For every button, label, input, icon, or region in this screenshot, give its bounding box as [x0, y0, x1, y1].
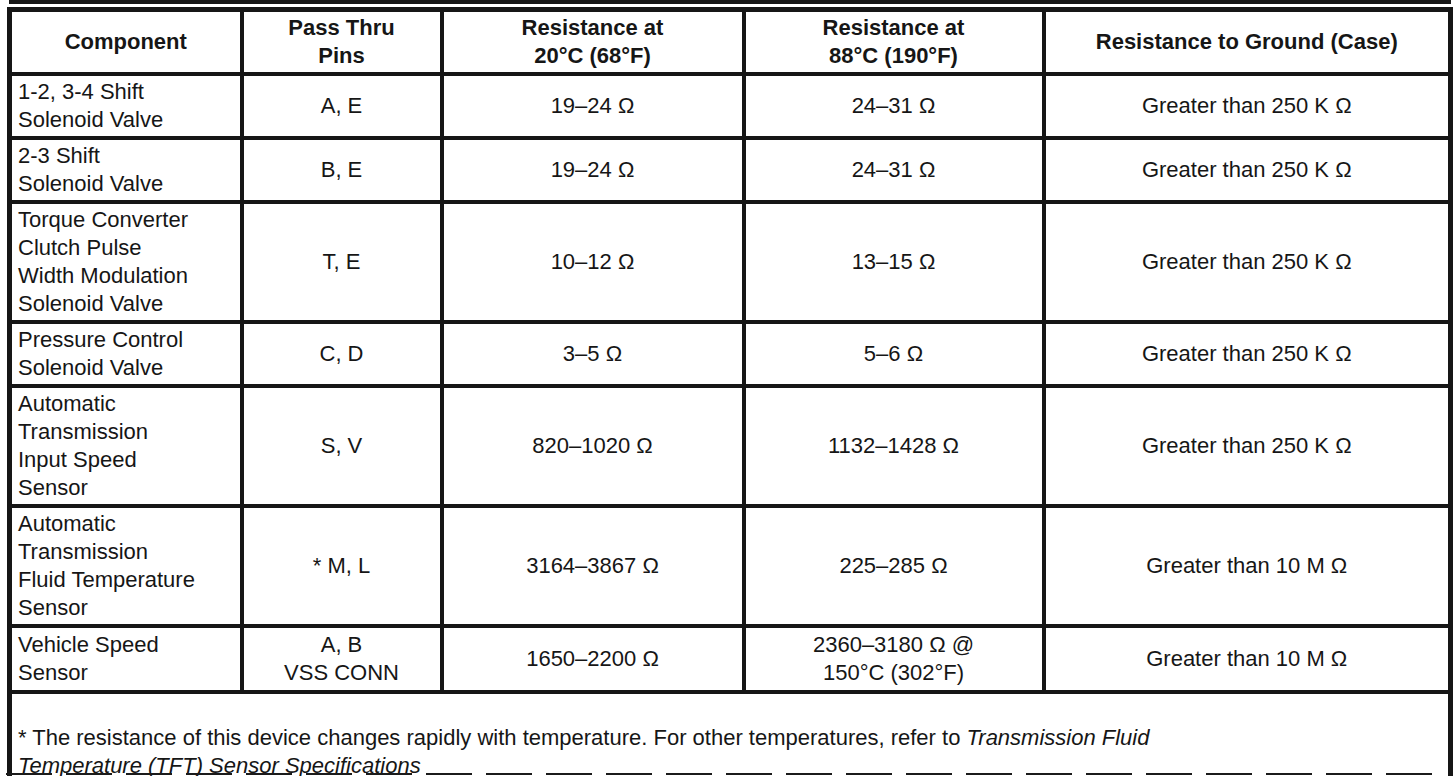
footnote-cell: * The resistance of this device changes … [10, 692, 1451, 776]
cell-pins: A, B VSS CONN [242, 626, 442, 692]
scan-artifact-bottom-rule [6, 773, 1446, 775]
resistance-spec-table: Component Pass Thru Pins Resistance at 2… [7, 7, 1453, 776]
table-row: 2-3 Shift Solenoid Valve B, E 19–24 Ω 24… [10, 138, 1451, 202]
cell-resistance-ground: Greater than 250 K Ω [1044, 322, 1451, 386]
table-row: Torque Converter Clutch Pulse Width Modu… [10, 202, 1451, 322]
cell-component: Vehicle Speed Sensor [10, 626, 242, 692]
cell-component: Torque Converter Clutch Pulse Width Modu… [10, 202, 242, 322]
cell-resistance-20c: 19–24 Ω [442, 74, 744, 138]
cell-resistance-20c: 820–1020 Ω [442, 386, 744, 506]
cell-resistance-ground: Greater than 10 M Ω [1044, 506, 1451, 626]
cell-resistance-ground: Greater than 250 K Ω [1044, 138, 1451, 202]
cell-component: 1-2, 3-4 Shift Solenoid Valve [10, 74, 242, 138]
header-row: Component Pass Thru Pins Resistance at 2… [10, 10, 1451, 75]
cell-resistance-88c: 24–31 Ω [744, 74, 1044, 138]
cell-pins: * M, L [242, 506, 442, 626]
cell-resistance-20c: 3164–3867 Ω [442, 506, 744, 626]
cell-resistance-ground: Greater than 10 M Ω [1044, 626, 1451, 692]
cell-resistance-ground: Greater than 250 K Ω [1044, 386, 1451, 506]
cell-component: Pressure Control Solenoid Valve [10, 322, 242, 386]
header-component: Component [10, 10, 242, 75]
scan-artifact-top-rule [9, 0, 1451, 4]
cell-resistance-ground: Greater than 250 K Ω [1044, 202, 1451, 322]
footnote-row: * The resistance of this device changes … [10, 692, 1451, 776]
table-row: 1-2, 3-4 Shift Solenoid Valve A, E 19–24… [10, 74, 1451, 138]
header-resistance-88c: Resistance at 88°C (190°F) [744, 10, 1044, 75]
cell-component: 2-3 Shift Solenoid Valve [10, 138, 242, 202]
table-row: Automatic Transmission Fluid Temperature… [10, 506, 1451, 626]
header-pass-thru-pins: Pass Thru Pins [242, 10, 442, 75]
cell-resistance-88c: 13–15 Ω [744, 202, 1044, 322]
cell-resistance-88c: 225–285 Ω [744, 506, 1044, 626]
cell-resistance-88c: 5–6 Ω [744, 322, 1044, 386]
cell-component: Automatic Transmission Input Speed Senso… [10, 386, 242, 506]
header-resistance-ground: Resistance to Ground (Case) [1044, 10, 1451, 75]
cell-resistance-20c: 10–12 Ω [442, 202, 744, 322]
cell-pins: A, E [242, 74, 442, 138]
cell-pins: B, E [242, 138, 442, 202]
cell-resistance-88c: 1132–1428 Ω [744, 386, 1044, 506]
cell-pins: C, D [242, 322, 442, 386]
cell-resistance-88c: 24–31 Ω [744, 138, 1044, 202]
cell-resistance-ground: Greater than 250 K Ω [1044, 74, 1451, 138]
scanned-spec-page: Component Pass Thru Pins Resistance at 2… [0, 0, 1456, 776]
cell-pins: T, E [242, 202, 442, 322]
header-resistance-20c: Resistance at 20°C (68°F) [442, 10, 744, 75]
cell-resistance-88c: 2360–3180 Ω @ 150°C (302°F) [744, 626, 1044, 692]
table-row: Automatic Transmission Input Speed Senso… [10, 386, 1451, 506]
table-row: Vehicle Speed Sensor A, B VSS CONN 1650–… [10, 626, 1451, 692]
cell-pins: S, V [242, 386, 442, 506]
cell-resistance-20c: 3–5 Ω [442, 322, 744, 386]
cell-resistance-20c: 19–24 Ω [442, 138, 744, 202]
cell-component: Automatic Transmission Fluid Temperature… [10, 506, 242, 626]
cell-resistance-20c: 1650–2200 Ω [442, 626, 744, 692]
footnote-text: * The resistance of this device changes … [18, 725, 967, 750]
table-row: Pressure Control Solenoid Valve C, D 3–5… [10, 322, 1451, 386]
